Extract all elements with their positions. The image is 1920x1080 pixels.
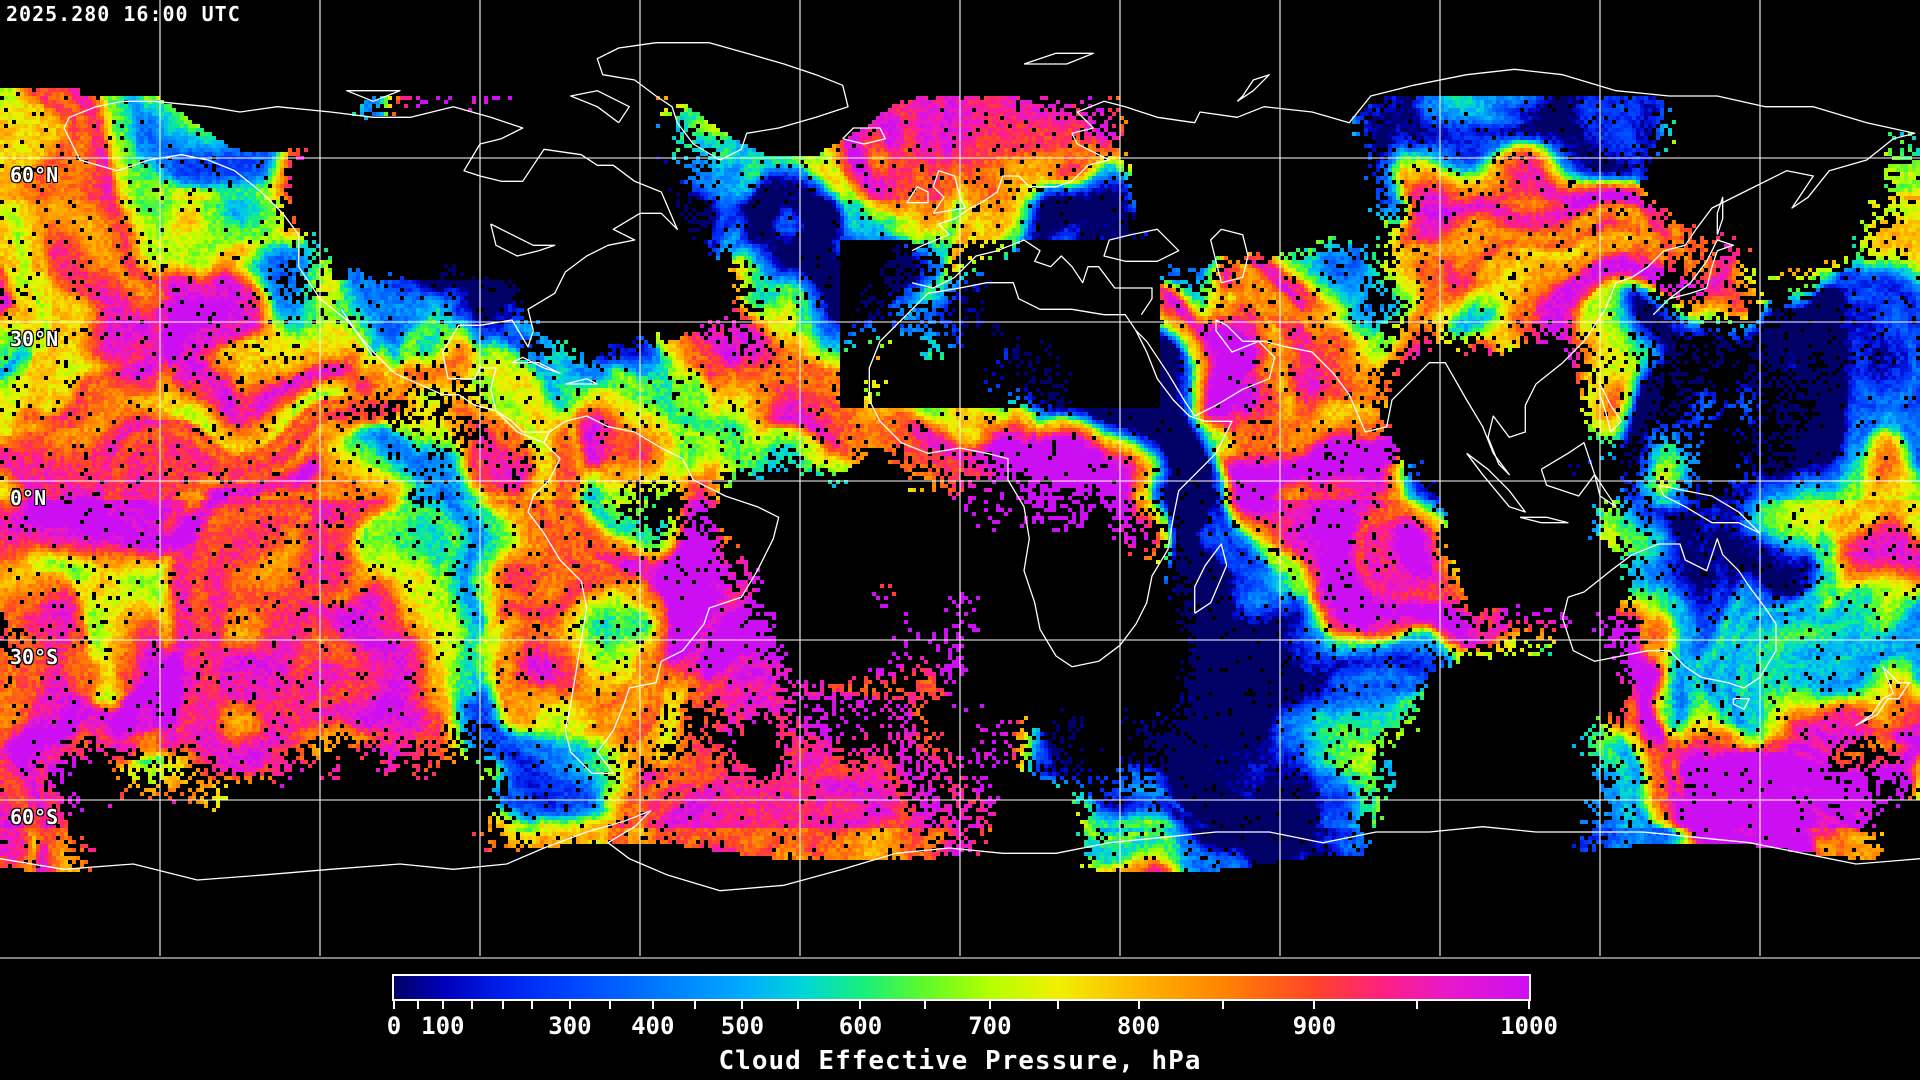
coastline (511, 356, 561, 374)
colorbar-tick-label: 300 (548, 1012, 592, 1040)
coastline (911, 68, 1916, 476)
colorbar-tick (531, 1000, 534, 1009)
colorbar-tick (797, 1000, 800, 1009)
colorbar-tick-label: 800 (1116, 1012, 1161, 1040)
colorbar-tick (693, 1000, 696, 1009)
coastline (596, 42, 849, 161)
coastline (1855, 666, 1910, 726)
colorbar-tick (1528, 1000, 1530, 1009)
coastline (906, 186, 929, 204)
coastline (868, 282, 1233, 668)
colorbar-tick (924, 1000, 927, 1009)
latitude-label: 60°N (10, 163, 59, 187)
colorbar-tick (471, 1000, 474, 1009)
colorbar-tick (568, 1000, 571, 1009)
coastline (1599, 383, 1622, 433)
coastline (340, 308, 374, 358)
coastline (490, 223, 556, 257)
colorbar-tick (1221, 1000, 1224, 1009)
colorbar-title: Cloud Effective Pressure, hPa (718, 1046, 1202, 1076)
coastline (1732, 698, 1750, 710)
colorbar-tick (988, 1000, 991, 1009)
coastline (1540, 442, 1596, 497)
coastline (565, 378, 598, 385)
colorbar-tick (859, 1000, 862, 1009)
colorbar-tick-label: 0 (386, 1012, 402, 1040)
coastline (1716, 196, 1724, 235)
colorbar-tick (608, 1000, 611, 1009)
colorbar-tick (441, 1000, 444, 1009)
colorbar-tick-label: 900 (1292, 1012, 1337, 1040)
latitude-label: 60°S (10, 805, 59, 829)
world-map: 60°N 30°N 0°N 30°S 60°S 2025.280 16:00 UTC (0, 0, 1920, 960)
colorbar-tick (741, 1000, 744, 1009)
coastline (527, 415, 780, 774)
latitude-label: 30°S (10, 645, 59, 669)
colorbar-tick-label: 400 (631, 1012, 675, 1040)
colorbar-tick-label: 500 (720, 1012, 765, 1040)
coastline (1236, 74, 1270, 102)
coastline (1023, 52, 1094, 65)
coastline (0, 810, 1920, 892)
coastline (1210, 228, 1249, 284)
colorbar-tick (501, 1000, 504, 1009)
colorbar-gradient (392, 974, 1531, 1001)
coastline (1466, 452, 1526, 513)
colorbar-tick-label: 700 (968, 1012, 1012, 1040)
coastline (1652, 239, 1734, 316)
coastline (1519, 516, 1569, 524)
map-overlay (0, 0, 1920, 959)
coastline (1562, 538, 1777, 689)
coastline (1194, 543, 1228, 614)
latitude-label: 30°N (10, 327, 59, 351)
colorbar-tick (1056, 1000, 1059, 1009)
colorbar-tick (393, 1000, 395, 1009)
colorbar-tick-label: 600 (838, 1012, 883, 1040)
coastline (63, 100, 678, 443)
latitude-label: 0°N (10, 486, 47, 510)
coastline (842, 127, 886, 145)
coastline (346, 90, 401, 102)
coastline (1594, 474, 1617, 508)
coastline (1658, 484, 1761, 534)
coastline (911, 239, 1153, 316)
colorbar-tick (1313, 1000, 1316, 1009)
colorbar-tick (1415, 1000, 1418, 1009)
coastline (932, 170, 966, 214)
timestamp: 2025.280 16:00 UTC (6, 2, 241, 26)
colorbar-tick (416, 1000, 419, 1009)
coastline (63, 127, 545, 444)
coastline (570, 90, 630, 124)
colorbar-tick (1137, 1000, 1140, 1009)
colorbar-tick-label: 1000 (1500, 1012, 1558, 1040)
colorbar-tick (651, 1000, 654, 1009)
coastline (1103, 228, 1180, 262)
colorbar-tick-label: 100 (421, 1012, 465, 1040)
